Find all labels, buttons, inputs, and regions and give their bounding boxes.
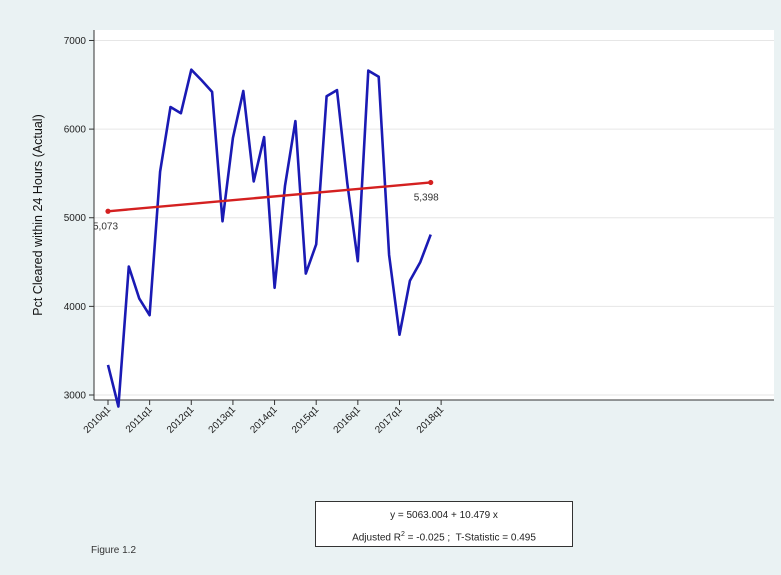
x-tick-label: 2016q1 — [332, 404, 364, 436]
x-tick-label: 2012q1 — [165, 404, 197, 436]
x-tick-label: 2014q1 — [248, 404, 280, 436]
figure-caption: Figure 1.2 — [91, 545, 137, 556]
x-tick-label: 2013q1 — [207, 404, 239, 436]
regression-stats-values: = -0.025 ; T-Statistic = 0.495 — [404, 532, 536, 544]
regression-statistics: Adjusted R2 = -0.025 ; T-Statistic = 0.4… — [316, 528, 572, 544]
y-axis-label: Pct Cleared within 24 Hours (Actual) — [31, 114, 45, 315]
trend-start-point — [105, 208, 111, 214]
regression-equation: y = 5063.004 + 10.479 x — [390, 510, 498, 521]
x-tick-label: 2011q1 — [124, 404, 155, 435]
trend-start-label: 5,073 — [93, 221, 118, 232]
x-ticks: 2010q1 2011q1 2012q1 2013q1 2014q1 2015q1 2016… — [82, 400, 447, 436]
regression-equation-box: y = 5063.004 + 10.479 x Adjusted R2 = -0… — [315, 501, 573, 547]
x-tick-label: 2018q1 — [415, 404, 447, 436]
r-squared-superscript: 2 — [401, 531, 405, 538]
trend-end-point — [428, 179, 434, 186]
series-layer: 5,073 5,398 — [93, 68, 439, 408]
series-line-actual — [106, 68, 432, 408]
x-tick-label: 2010q1 — [82, 404, 114, 436]
y-tick-label: 3000 — [64, 391, 87, 402]
y-tick-label: 7000 — [64, 36, 87, 47]
trend-end-label: 5,398 — [414, 192, 439, 203]
grid-lines — [94, 39, 774, 396]
adjusted-r-label: Adjusted R — [352, 532, 401, 544]
y-ticks: 3000 4000 5000 6000 7000 — [64, 36, 94, 402]
trend-line — [107, 181, 431, 213]
y-tick-label: 4000 — [64, 302, 87, 313]
plot-area — [94, 30, 774, 400]
x-tick-label: 2017q1 — [373, 404, 405, 436]
y-tick-label: 6000 — [64, 125, 87, 136]
y-tick-label: 5000 — [64, 213, 87, 224]
x-tick-label: 2015q1 — [290, 404, 322, 436]
